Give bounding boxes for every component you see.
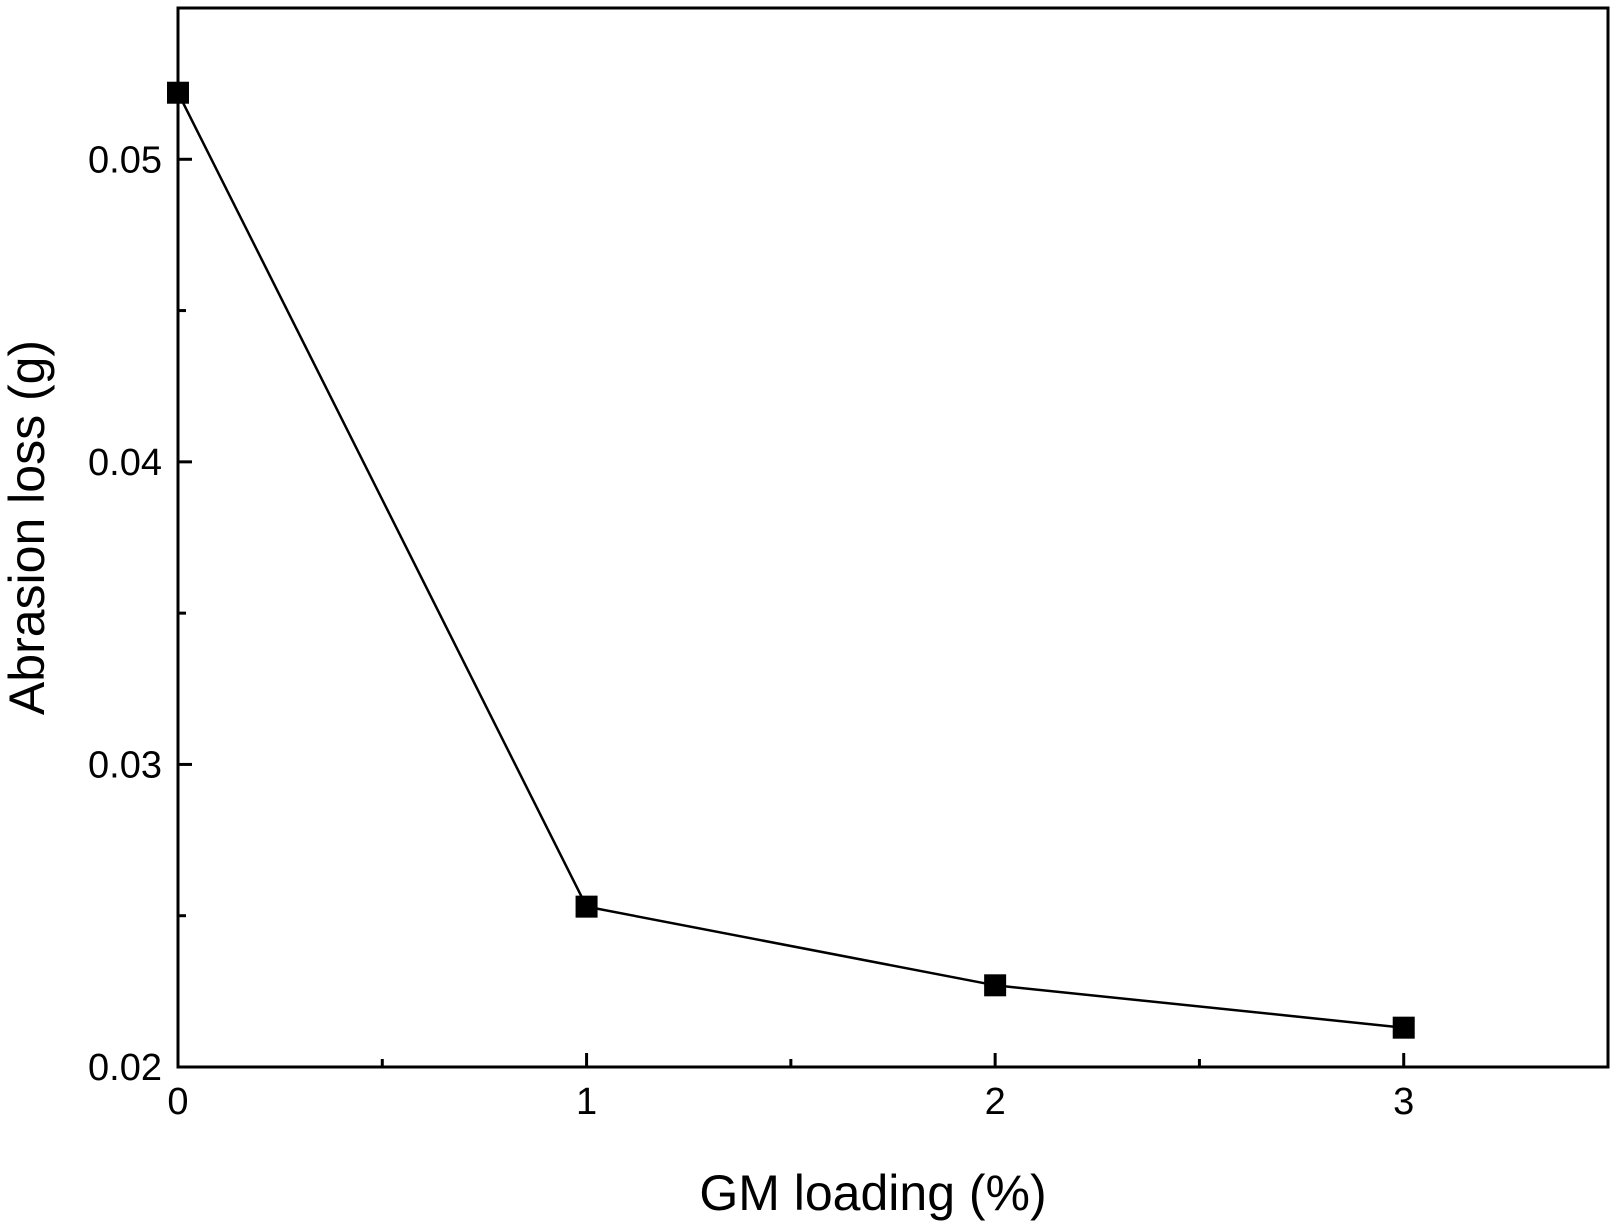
x-axis-title: GM loading (%) (699, 1165, 1046, 1221)
y-tick-label: 0.03 (88, 744, 162, 786)
tick-labels: 0 1 2 3 0.02 0.03 0.04 0.05 (88, 139, 1414, 1123)
plot-border (176, 6, 1610, 1069)
y-tick-label: 0.05 (88, 139, 162, 181)
x-tick-label: 2 (985, 1081, 1006, 1123)
x-tick-label: 1 (576, 1081, 597, 1123)
y-axis-title: Abrasion loss (g) (0, 340, 55, 715)
axis-ticks (176, 157, 1406, 1069)
data-point-2 (984, 974, 1007, 997)
x-tick-label: 3 (1393, 1081, 1414, 1123)
chart-marks (167, 81, 1415, 1039)
y-tick-label: 0.02 (88, 1047, 162, 1089)
data-point-1 (575, 895, 598, 918)
plot-frame (176, 6, 1610, 1069)
x-tick-label: 0 (167, 1081, 188, 1123)
data-point-3 (1392, 1016, 1415, 1039)
y-tick-label: 0.04 (88, 442, 162, 484)
series-line (176, 92, 1404, 1029)
